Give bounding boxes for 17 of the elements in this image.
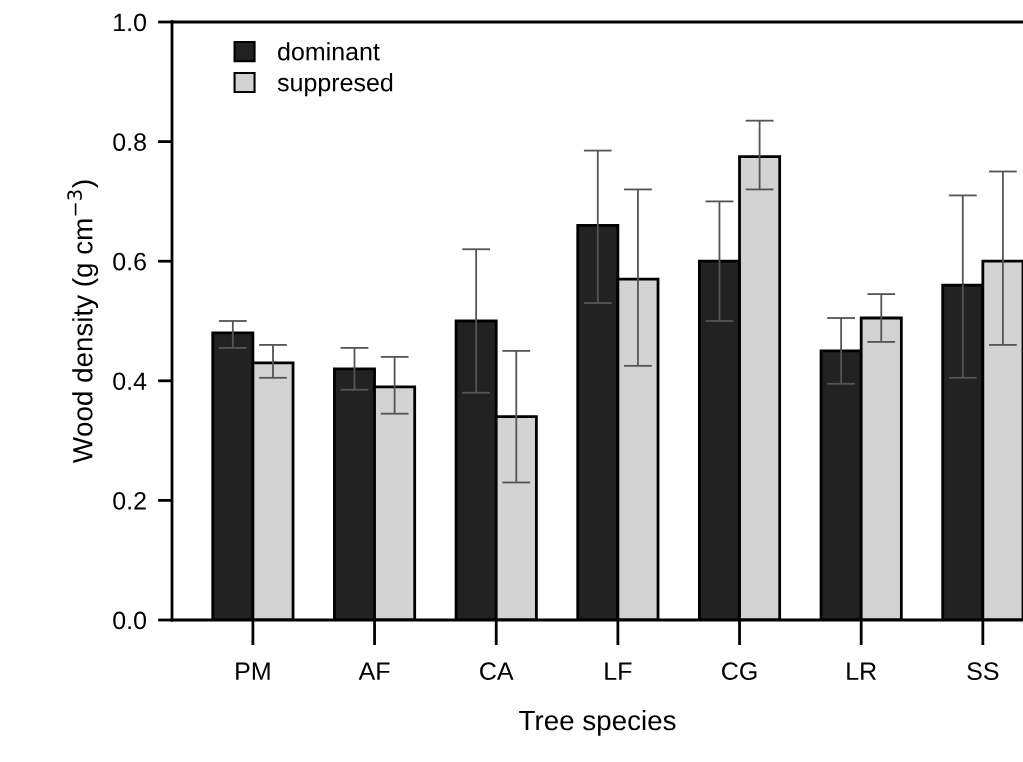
y-axis-title: Wood density (g cm$^{−3}$): [67, 180, 99, 464]
y-tick-label: 0.6: [113, 252, 146, 271]
legend-label: dominant: [278, 42, 380, 61]
x-tick-label: AF: [358, 662, 390, 680]
y-tick-label: 0.8: [113, 133, 146, 151]
legend-label: suppresed: [277, 73, 393, 97]
y-tick-label: 0.0: [113, 611, 147, 630]
x-tick-label: CG: [722, 662, 757, 681]
x-tick-label: PM: [236, 662, 270, 680]
y-tick-label: 0.4: [113, 372, 147, 391]
x-tick-label: LR: [847, 662, 877, 680]
y-tick-label: 1.0: [114, 13, 147, 32]
x-tick-label: CA: [480, 662, 514, 681]
x-tick-label: SS: [967, 662, 999, 681]
x-tick-label: LF: [605, 662, 632, 680]
y-tick-label: 0.2: [113, 492, 146, 510]
x-axis-title: Tree species: [519, 709, 676, 736]
